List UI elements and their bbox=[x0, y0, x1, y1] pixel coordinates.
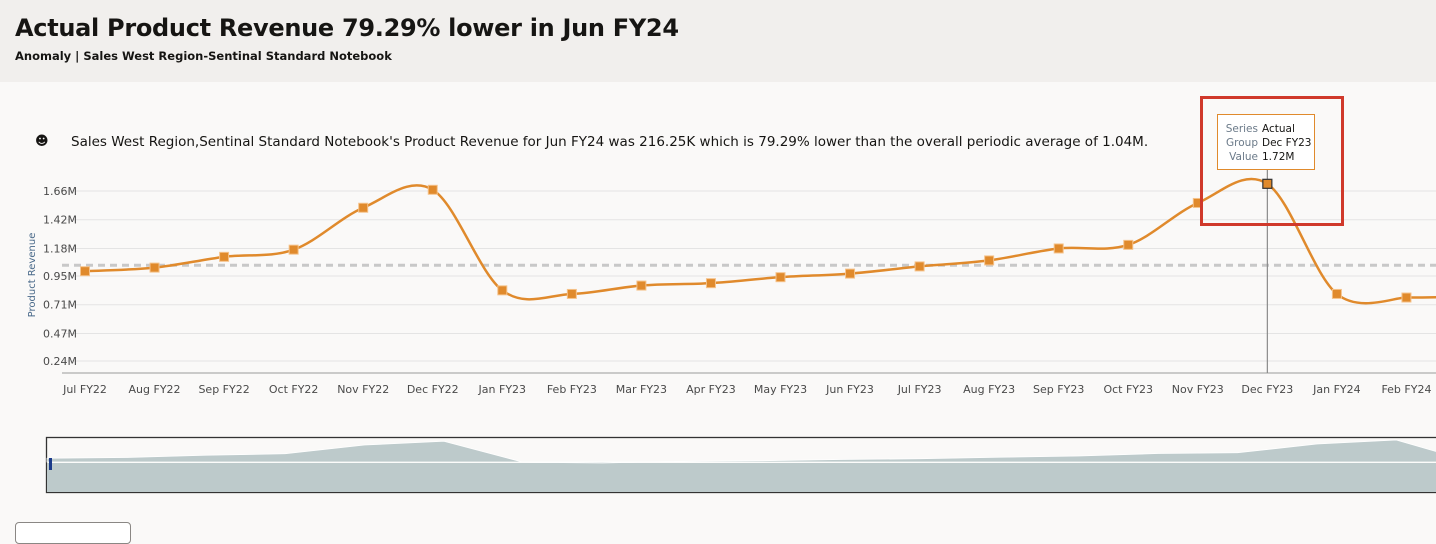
line-chart[interactable]: 1.66M 1.42M 1.18M 0.95M 0.71M 0.47M 0.24M Produ… bbox=[0, 0, 1436, 532]
tooltip-value-label: Value bbox=[1218, 150, 1262, 164]
data-point bbox=[567, 289, 576, 298]
y-tick-label: 1.66M bbox=[43, 185, 77, 198]
x-tick-label: Feb FY24 bbox=[1381, 383, 1431, 396]
x-tick-label: Jul FY23 bbox=[897, 383, 942, 396]
x-tick-label: Feb FY23 bbox=[547, 383, 597, 396]
data-point bbox=[846, 269, 855, 278]
bottom-button[interactable] bbox=[15, 522, 131, 544]
data-point bbox=[498, 286, 507, 295]
data-point bbox=[637, 281, 646, 290]
x-tick-label: Oct FY23 bbox=[1103, 383, 1153, 396]
data-point bbox=[220, 252, 229, 261]
data-point bbox=[1054, 244, 1063, 253]
x-tick-label: Jan FY24 bbox=[1312, 383, 1361, 396]
x-tick-label: Aug FY23 bbox=[963, 383, 1015, 396]
y-tick-label: 0.71M bbox=[43, 299, 77, 312]
x-tick-label: Mar FY23 bbox=[616, 383, 667, 396]
tooltip-group-value: Dec FY23 bbox=[1262, 136, 1311, 150]
x-tick-label: Oct FY22 bbox=[269, 383, 319, 396]
x-tick-label: Jan FY23 bbox=[478, 383, 527, 396]
tooltip-group-label: Group bbox=[1218, 136, 1262, 150]
y-tick-label: 0.95M bbox=[43, 270, 77, 283]
x-tick-label: May FY23 bbox=[754, 383, 807, 396]
data-point bbox=[1402, 293, 1411, 302]
x-tick-label: Sep FY23 bbox=[1033, 383, 1084, 396]
tooltip-series-value: Actual bbox=[1262, 122, 1295, 136]
x-tick-label: Nov FY22 bbox=[337, 383, 389, 396]
data-point bbox=[985, 256, 994, 265]
data-point bbox=[1124, 240, 1133, 249]
x-tick-label: Jul FY22 bbox=[62, 383, 107, 396]
tooltip-value: 1.72M bbox=[1262, 150, 1294, 164]
data-point bbox=[1332, 289, 1341, 298]
x-tick-label: Aug FY22 bbox=[129, 383, 181, 396]
data-point bbox=[776, 273, 785, 282]
x-tick-label: Dec FY22 bbox=[407, 383, 459, 396]
y-axis-title: Product Revenue bbox=[27, 233, 38, 318]
y-tick-label: 0.47M bbox=[43, 327, 77, 340]
navigator-handle bbox=[49, 458, 52, 470]
x-tick-label: Nov FY23 bbox=[1172, 383, 1224, 396]
data-point bbox=[428, 185, 437, 194]
y-tick-label: 1.42M bbox=[43, 214, 77, 227]
y-tick-label: 0.24M bbox=[43, 355, 77, 368]
data-point bbox=[706, 279, 715, 288]
data-point bbox=[81, 267, 90, 276]
y-tick-label: 1.18M bbox=[43, 242, 77, 255]
overview-base bbox=[47, 463, 1436, 492]
x-tick-label: Sep FY22 bbox=[198, 383, 249, 396]
x-tick-label: Dec FY23 bbox=[1241, 383, 1293, 396]
tooltip-series-label: Series bbox=[1218, 122, 1262, 136]
data-point bbox=[289, 245, 298, 254]
data-point bbox=[150, 263, 159, 272]
x-tick-label: Jun FY23 bbox=[825, 383, 874, 396]
data-point bbox=[915, 262, 924, 271]
x-tick-label: Apr FY23 bbox=[686, 383, 736, 396]
data-point bbox=[359, 203, 368, 212]
